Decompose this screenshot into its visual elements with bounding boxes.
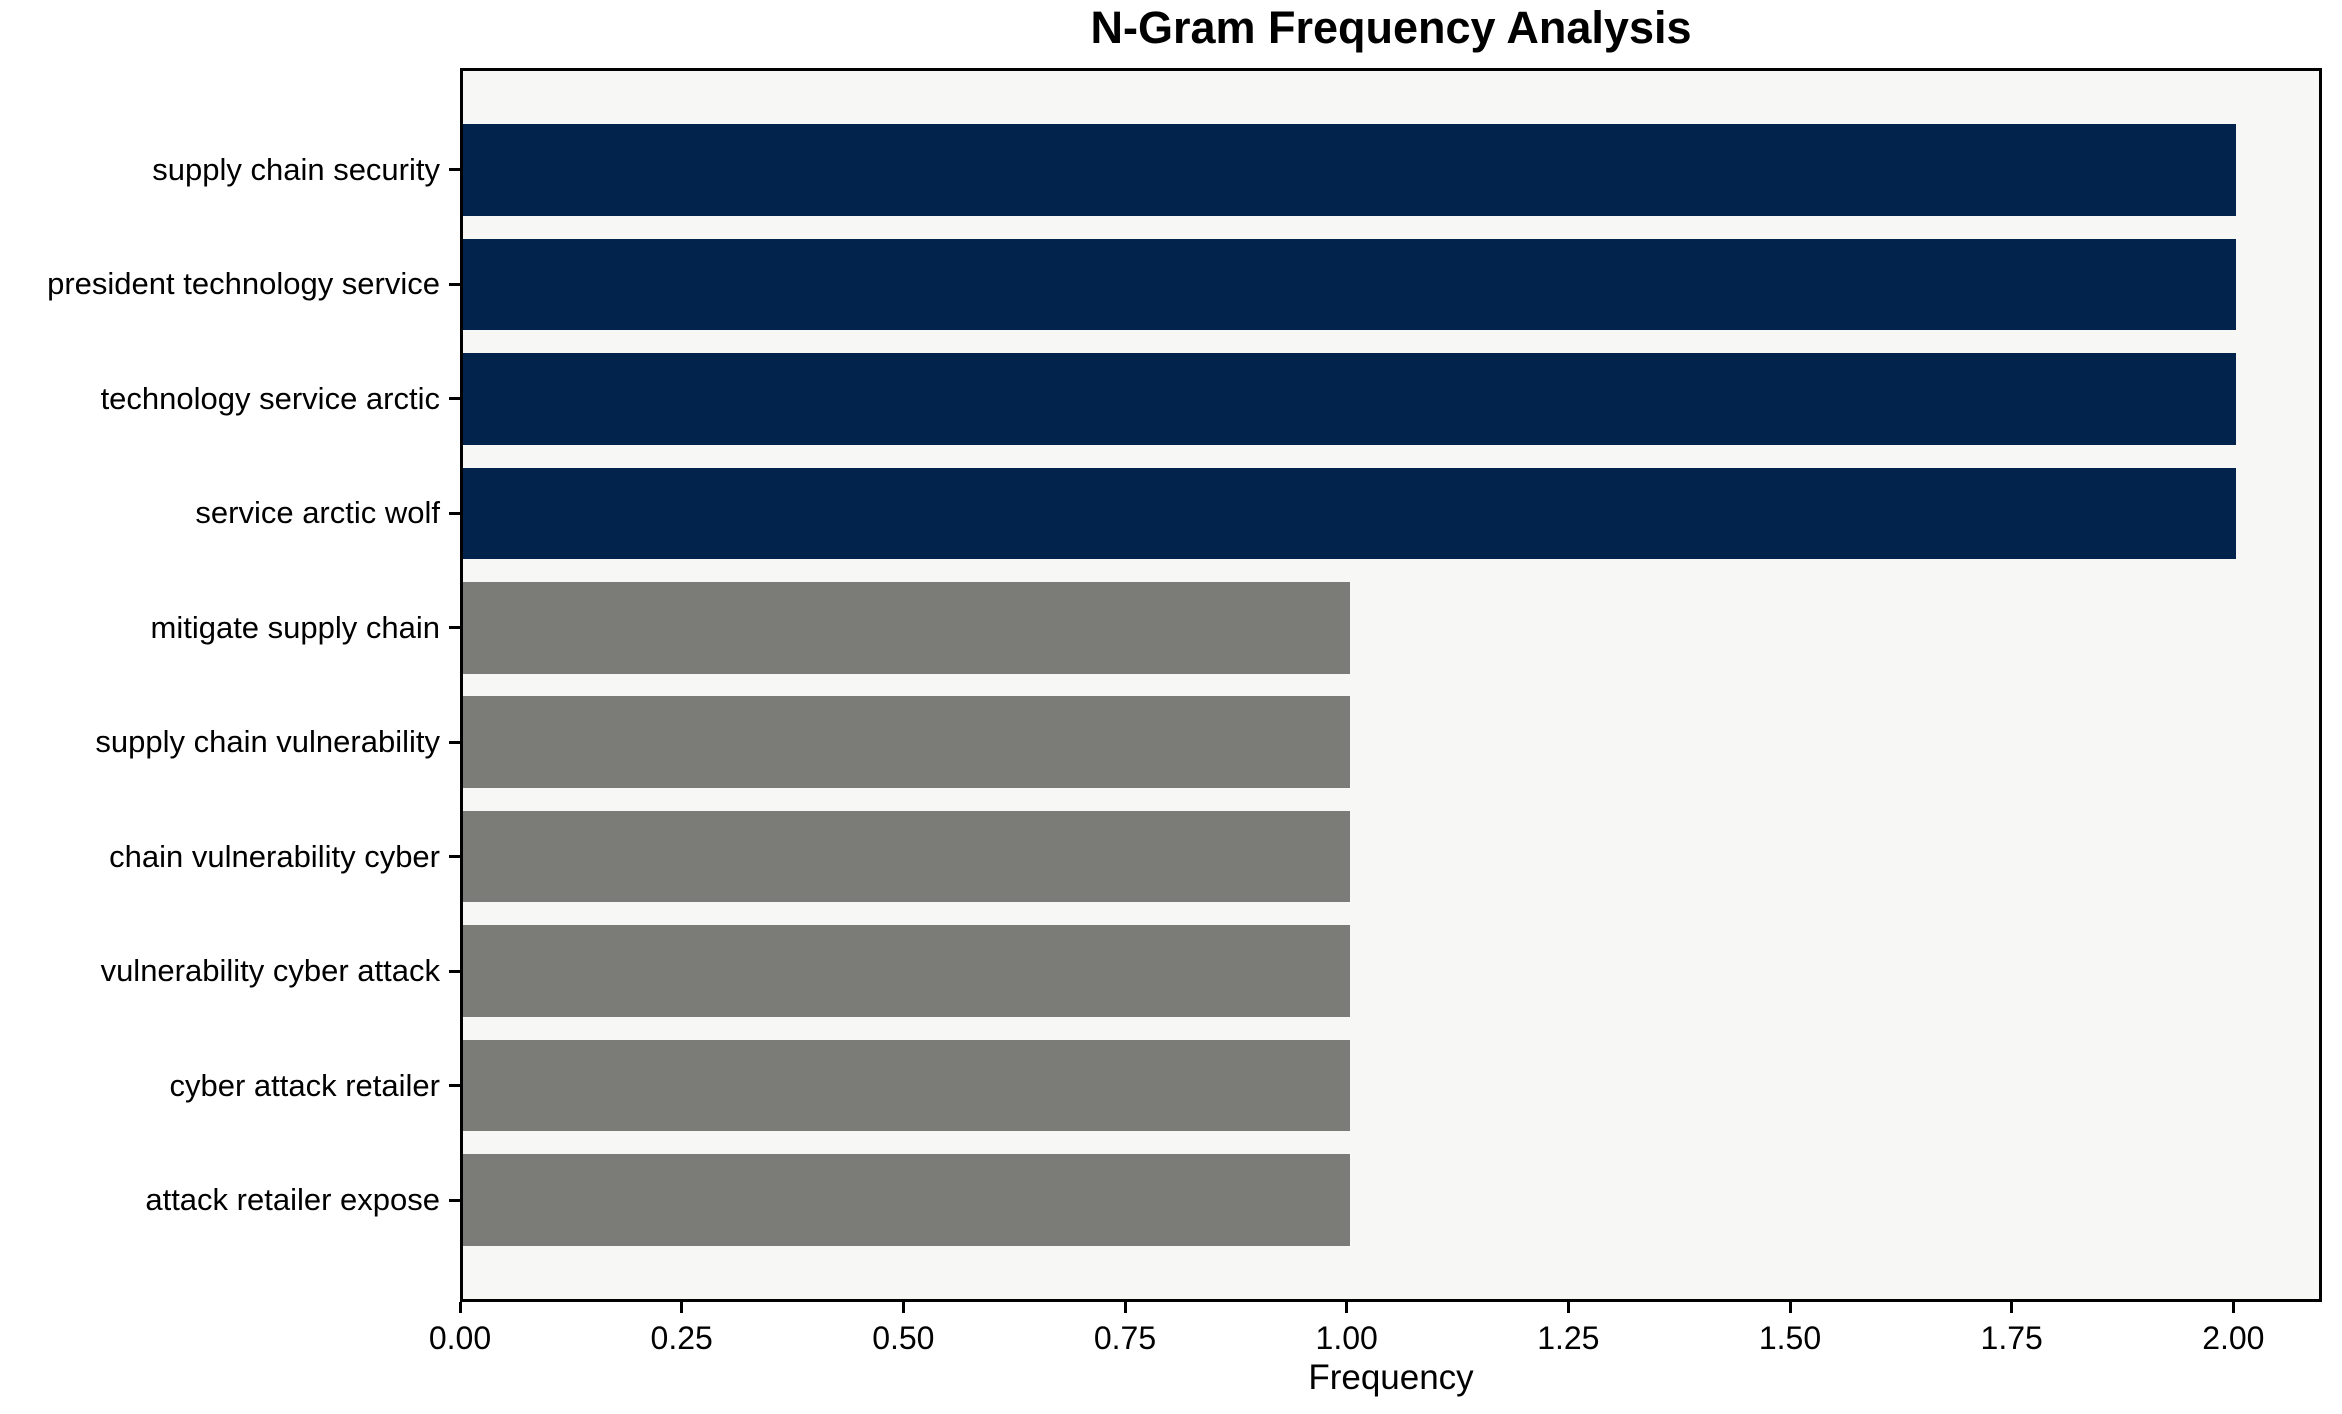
y-tick-mark [449, 740, 460, 744]
x-tick-mark [1345, 1302, 1349, 1313]
y-tick-label: service arctic wolf [195, 495, 440, 531]
y-tick-mark [449, 282, 460, 286]
y-tick-label: vulnerability cyber attack [100, 953, 440, 989]
x-tick-mark [2010, 1302, 2014, 1313]
x-tick-label: 1.25 [1537, 1320, 1600, 1356]
x-tick-mark [458, 1302, 462, 1313]
x-tick-mark [680, 1302, 684, 1313]
y-tick-mark [449, 1198, 460, 1202]
y-tick-label: supply chain vulnerability [95, 724, 440, 760]
y-tick-label: mitigate supply chain [150, 609, 441, 645]
bar [463, 467, 2237, 560]
y-tick-mark [449, 168, 460, 172]
bar [463, 810, 1350, 903]
x-tick-mark [1788, 1302, 1792, 1313]
x-tick-mark [1123, 1302, 1127, 1313]
y-tick-label: supply chain security [152, 151, 440, 187]
bar [463, 696, 1350, 788]
bar [463, 1039, 1350, 1132]
y-tick-label: technology service arctic [100, 380, 440, 416]
x-tick-label: 0.75 [1093, 1320, 1157, 1356]
x-tick-label: 2.00 [2202, 1320, 2265, 1356]
bar [463, 124, 2237, 216]
x-tick-label: 1.00 [1315, 1320, 1378, 1356]
y-tick-label: president technology service [47, 266, 440, 302]
bar [463, 238, 2237, 331]
x-tick-label: 0.25 [650, 1320, 713, 1356]
x-tick-label: 0.50 [872, 1320, 935, 1356]
y-tick-mark [449, 1084, 460, 1088]
y-tick-label: cyber attack retailer [169, 1067, 441, 1103]
x-tick-label: 0.00 [428, 1320, 492, 1356]
x-tick-label: 1.75 [1980, 1320, 2043, 1356]
y-tick-mark [449, 511, 460, 515]
y-tick-mark [449, 626, 460, 630]
y-tick-mark [449, 397, 460, 401]
bar [463, 1154, 1350, 1246]
x-tick-mark [1566, 1302, 1570, 1313]
y-tick-label: attack retailer expose [145, 1182, 440, 1218]
x-tick-mark [901, 1302, 905, 1313]
x-tick-mark [2231, 1302, 2235, 1313]
plot-area [460, 68, 2322, 1302]
y-tick-mark [449, 969, 460, 973]
bar [463, 581, 1350, 674]
y-tick-mark [449, 855, 460, 859]
x-axis-title: Frequency [1308, 1358, 1474, 1397]
y-tick-label: chain vulnerability cyber [109, 838, 440, 874]
chart-title: N-Gram Frequency Analysis [1090, 2, 1692, 53]
x-tick-label: 1.50 [1758, 1320, 1822, 1356]
bar [463, 353, 2237, 445]
bar [463, 925, 1350, 1017]
